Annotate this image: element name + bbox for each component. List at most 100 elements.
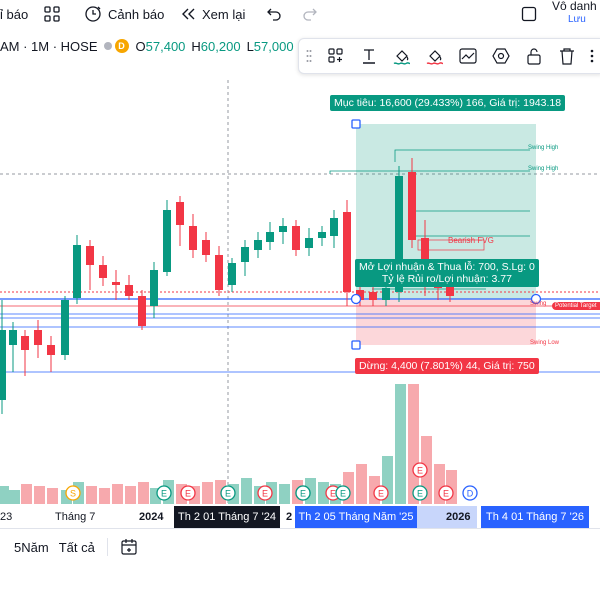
candle-body [343,212,351,292]
event-markers: SEEEEEEEEEEDEE [65,462,478,501]
divider [106,538,108,556]
paint-bucket-icon [393,50,410,65]
event-marker-text: D [467,489,474,499]
xaxis-label: 2026 [446,511,471,523]
target-label[interactable]: Mục tiêu: 16,600 (29.433%) 166, Giá trị:… [330,95,566,111]
volume-bar [99,488,110,504]
volume-bar [34,486,45,504]
event-marker: E [295,485,311,501]
alert-button[interactable]: Cảnh báo [84,0,164,28]
pnl-label: Mở Lợi nhuận & Thua lỗ: 700, S.Lg: 0 [359,261,535,273]
drag-handle[interactable] [299,39,319,73]
event-marker: E [335,485,351,501]
ratio-label: Tỷ lệ Rủi ro/Lợi nhuận: 3.77 [381,273,512,285]
symbol-info: AM · 1M · HOSE D O 57,400 H 60,200 L 57,000 [0,36,294,56]
high-value: 60,200 [200,38,241,54]
loss-zone[interactable] [356,299,536,345]
layout-square-icon[interactable] [521,0,537,28]
candle-body [330,218,338,236]
range-5y-button[interactable]: 5Năm [14,539,49,555]
symbol-name[interactable]: AM · 1M · HOSE [0,38,98,54]
stop-label[interactable]: Dừng: 4,400 (7.801%) 44, Giá trị: 750 [355,358,539,374]
redo-button[interactable] [302,0,318,28]
bearish-fvg-label: Bearish FVG [448,236,494,245]
event-marker: E [257,485,273,501]
text-icon [362,49,375,64]
volume-bar [202,482,213,504]
template-icon [327,48,343,63]
xaxis-label: 2024 [139,511,164,523]
candle-body [228,263,236,285]
candle-body [138,296,146,326]
template-button[interactable] [319,39,352,73]
volume-bar [446,470,457,504]
text-style-button[interactable] [352,39,385,73]
volume-bar [434,464,445,504]
save-layout-button[interactable]: Vô danh Lưu [552,0,600,28]
layout-icon[interactable] [44,0,60,28]
candle-body [266,232,274,242]
candle-body [202,240,210,255]
potential-target-label: Potential Target [552,302,600,310]
event-marker: E [412,485,428,501]
candle-body [408,172,416,240]
undo-button[interactable] [266,0,282,28]
event-marker: E [180,485,196,501]
volume-bar [9,490,20,504]
pnl-box[interactable]: Mở Lợi nhuận & Thua lỗ: 700, S.Lg: 0 Tỷ … [355,259,539,287]
lock-button[interactable] [517,39,550,73]
volume-bar [47,488,58,504]
indicators-button[interactable]: ỉ báo [0,0,28,28]
horizontal-lines[interactable] [0,291,600,373]
event-marker: E [438,485,454,501]
event-marker-text: E [443,489,449,499]
open-label: O [135,38,146,54]
position-handles[interactable] [350,119,542,350]
event-marker-text: E [225,489,231,499]
price-chart[interactable]: SEEEEEEEEEEDEE [0,80,600,528]
time-axis[interactable]: 23 Tháng 7 2024 Th 2 01 Tháng 7 '24 2 Th… [0,506,600,528]
undo-icon [267,8,281,21]
event-marker: D [462,485,478,501]
swing-partial-label: Swing [530,301,547,307]
candle-body [254,240,262,250]
range-all-button[interactable]: Tất cả [58,539,95,555]
candle-body [292,226,300,250]
line-color-button[interactable] [418,39,451,73]
range-selector: 5Năm Tất cả [0,528,600,565]
fill-color-button[interactable] [385,39,418,73]
indicators-label: ỉ báo [0,6,29,22]
candle-body [382,288,390,300]
chart-settings-icon [458,48,477,64]
candle-body [395,176,403,292]
more-button[interactable] [583,39,600,73]
candle-body [318,232,326,238]
settings-button[interactable] [451,39,484,73]
date-range-icon[interactable] [120,538,138,556]
candle-body [9,330,17,345]
volume-bar [125,486,136,504]
more-icon [590,49,594,63]
low-label: L [246,38,254,54]
unlock-icon [526,48,541,65]
replay-button[interactable]: Xem lại [180,0,245,28]
volume-bar [318,482,329,504]
candle-body [446,286,454,296]
candle-body [86,246,94,265]
candle-body [279,226,287,232]
event-marker-text: E [161,489,167,499]
xaxis-label: Tháng 7 [55,511,96,523]
event-marker-text: E [417,466,423,476]
grid [0,80,600,506]
open-value: 57,400 [145,38,186,54]
object-settings-button[interactable] [484,39,517,73]
swing-low-label: Swing Low [530,340,560,346]
volume-bar [150,488,161,504]
volume-bar [241,478,252,504]
candle-body [305,238,313,248]
delete-button[interactable] [550,39,583,73]
dividend-badge[interactable]: D [114,39,129,53]
trash-icon [559,48,574,65]
volume-bar [112,484,123,504]
event-marker: E [412,462,428,478]
